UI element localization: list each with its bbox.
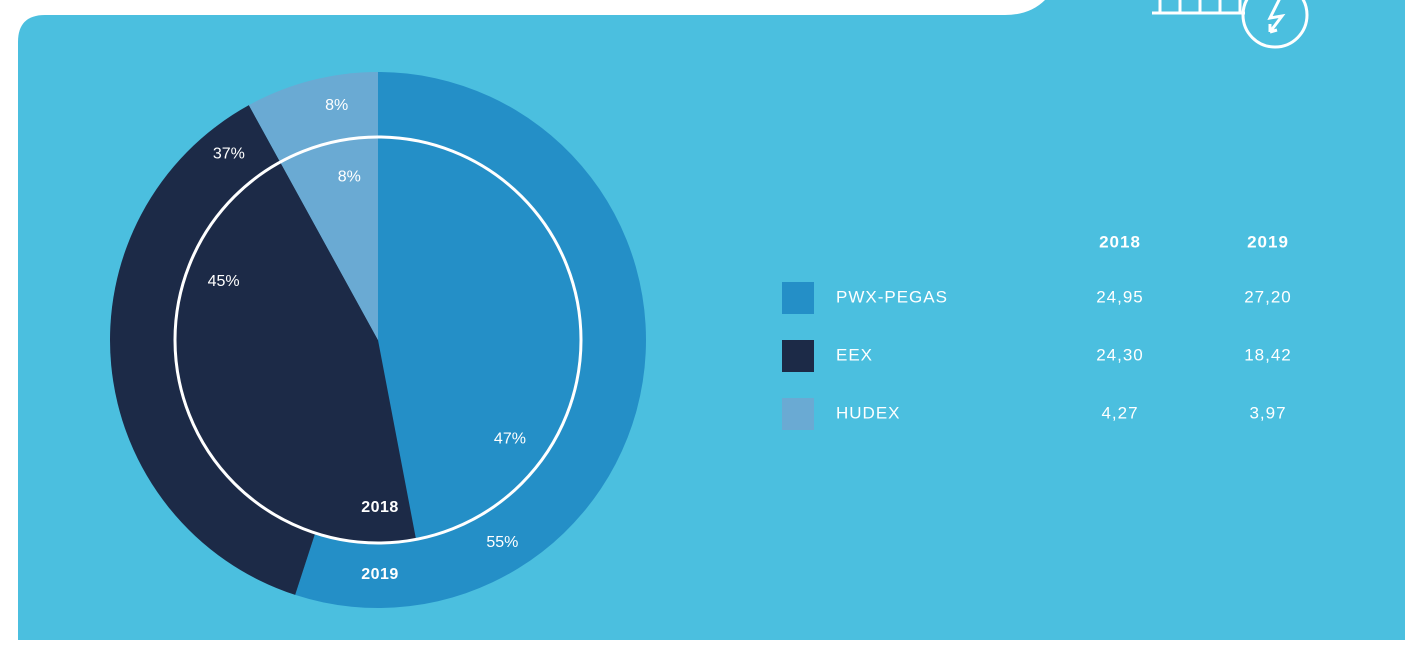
pie-slice [174,162,417,543]
legend-table: 2018 2019 PWX-PEGAS 24,95 27,20 EEX 24,30 18,42… [782,232,1292,430]
ring-label: 2018 [361,499,399,516]
table-cell: 27,20 [1244,287,1292,306]
icon [1152,0,1309,49]
legend-label: PWX-PEGAS [836,287,948,306]
table-cell: 24,95 [1096,287,1144,306]
legend-label: EEX [836,345,873,364]
table-header: 2019 [1247,232,1289,251]
slice-label: 8% [338,169,361,186]
table-cell: 4,27 [1101,403,1138,422]
slice-label: 37% [213,146,245,163]
legend-swatch [782,282,814,314]
table-cell: 3,97 [1249,403,1286,422]
table-cell: 24,30 [1096,345,1144,364]
slice-label: 47% [494,430,526,447]
slice-label: 45% [208,273,240,290]
pie-slice [378,137,581,540]
table-header: 2018 [1099,232,1141,251]
slice-label: 8% [325,97,348,114]
slice-label: 55% [486,534,518,551]
legend-swatch [782,340,814,372]
table-cell: 18,42 [1244,345,1292,364]
ring-label: 2019 [361,566,399,583]
pie-slice [280,137,378,340]
legend-label: HUDEX [836,403,901,422]
ring-divider [173,135,583,545]
legend-swatch [782,398,814,430]
pie: 47% 45% 8% 2018 55% 37% 8% 2019 [110,72,647,609]
